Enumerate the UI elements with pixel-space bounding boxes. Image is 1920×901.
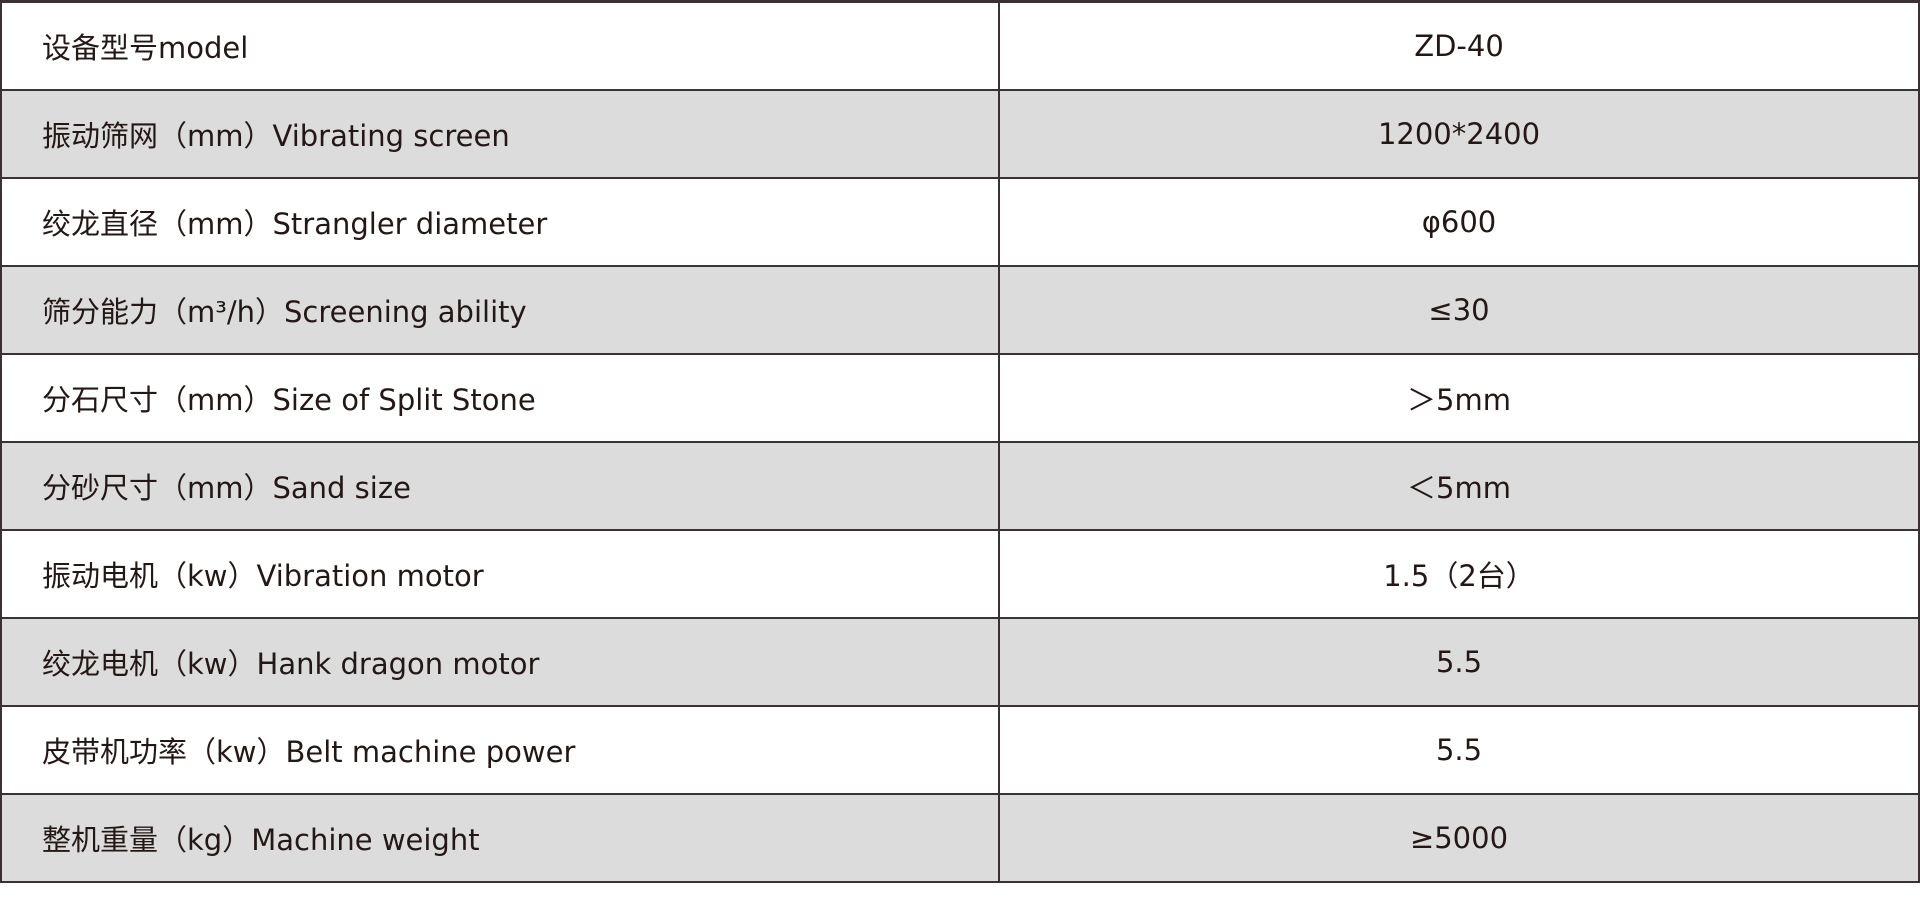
spec-value: 1.5（2台） bbox=[998, 529, 1920, 619]
spec-label: 绞龙直径（mm）Strangler diameter bbox=[0, 177, 1000, 267]
spec-label: 分砂尺寸（mm）Sand size bbox=[0, 441, 1000, 531]
table-row: 绞龙直径（mm）Strangler diameter φ600 bbox=[0, 177, 1920, 267]
spec-value: ZD-40 bbox=[998, 0, 1920, 91]
spec-label: 振动筛网（mm）Vibrating screen bbox=[0, 89, 1000, 179]
table-row: 分砂尺寸（mm）Sand size ＜5mm bbox=[0, 441, 1920, 531]
spec-label: 绞龙电机（kw）Hank dragon motor bbox=[0, 617, 1000, 707]
spec-value: 1200*2400 bbox=[998, 89, 1920, 179]
spec-label: 整机重量（kg）Machine weight bbox=[0, 793, 1000, 883]
spec-label: 分石尺寸（mm）Size of Split Stone bbox=[0, 353, 1000, 443]
spec-label: 皮带机功率（kw）Belt machine power bbox=[0, 705, 1000, 795]
table-row: 绞龙电机（kw）Hank dragon motor 5.5 bbox=[0, 617, 1920, 707]
table-row: 整机重量（kg）Machine weight ≥5000 bbox=[0, 793, 1920, 883]
spec-value: ＞5mm bbox=[998, 353, 1920, 443]
spec-label: 筛分能力（m³/h）Screening ability bbox=[0, 265, 1000, 355]
table-row: 分石尺寸（mm）Size of Split Stone ＞5mm bbox=[0, 353, 1920, 443]
spec-value: ≤30 bbox=[998, 265, 1920, 355]
table-row: 设备型号model ZD-40 bbox=[0, 0, 1920, 91]
table-row: 振动筛网（mm）Vibrating screen 1200*2400 bbox=[0, 89, 1920, 179]
spec-value: 5.5 bbox=[998, 705, 1920, 795]
table-row: 皮带机功率（kw）Belt machine power 5.5 bbox=[0, 705, 1920, 795]
spec-label: 振动电机（kw）Vibration motor bbox=[0, 529, 1000, 619]
spec-value: ≥5000 bbox=[998, 793, 1920, 883]
spec-value: ＜5mm bbox=[998, 441, 1920, 531]
table-row: 筛分能力（m³/h）Screening ability ≤30 bbox=[0, 265, 1920, 355]
spec-label: 设备型号model bbox=[0, 0, 1000, 91]
spec-value: φ600 bbox=[998, 177, 1920, 267]
spec-value: 5.5 bbox=[998, 617, 1920, 707]
table-row: 振动电机（kw）Vibration motor 1.5（2台） bbox=[0, 529, 1920, 619]
